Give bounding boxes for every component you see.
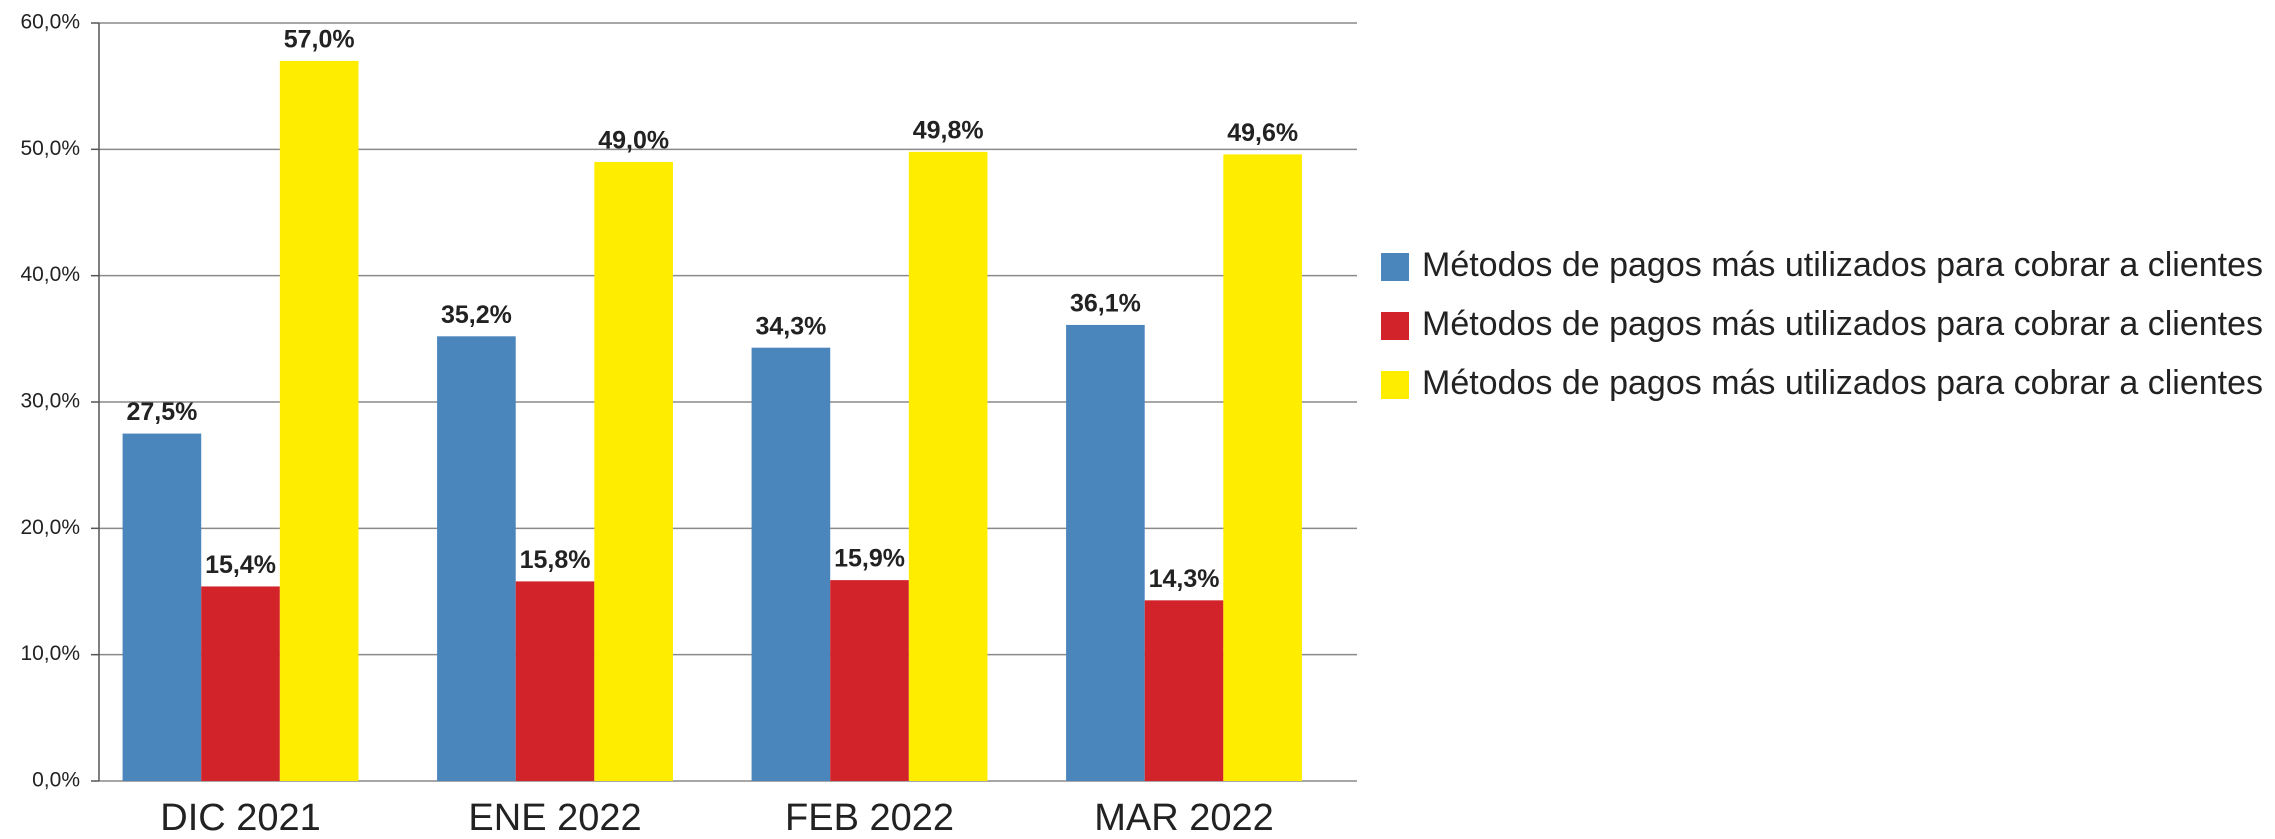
y-tick-label: 0,0% bbox=[32, 769, 80, 792]
x-tick-label: FEB 2022 bbox=[785, 797, 954, 839]
value-label: 15,8% bbox=[520, 546, 591, 574]
y-tick-label: 10,0% bbox=[20, 642, 80, 665]
y-tick-label: 50,0% bbox=[20, 137, 80, 160]
value-label: 34,3% bbox=[755, 312, 826, 340]
bar bbox=[1223, 154, 1302, 782]
value-label: 49,0% bbox=[598, 127, 669, 155]
value-label: 49,8% bbox=[913, 116, 984, 144]
legend-swatch bbox=[1381, 312, 1409, 340]
bar bbox=[437, 336, 516, 781]
value-label: 36,1% bbox=[1070, 290, 1141, 318]
bar bbox=[751, 347, 831, 781]
legend-swatch bbox=[1381, 253, 1409, 281]
bar bbox=[122, 433, 202, 781]
value-label: 27,5% bbox=[126, 398, 197, 426]
bar bbox=[279, 60, 359, 781]
value-label: 57,0% bbox=[284, 26, 355, 54]
legend-label: Métodos de pagos más utilizados para cob… bbox=[1422, 246, 2263, 284]
x-tick-label: DIC 2021 bbox=[160, 797, 321, 839]
bar bbox=[594, 161, 673, 781]
x-tick-label: ENE 2022 bbox=[468, 797, 641, 839]
bar bbox=[1144, 600, 1224, 781]
bar bbox=[1066, 324, 1145, 781]
value-label: 49,6% bbox=[1227, 119, 1298, 147]
y-tick-label: 20,0% bbox=[20, 516, 80, 539]
bar bbox=[201, 586, 280, 781]
legend-swatch bbox=[1381, 371, 1409, 399]
value-label: 15,9% bbox=[834, 545, 905, 573]
bar bbox=[908, 151, 988, 782]
legend-label: Métodos de pagos más utilizados para cob… bbox=[1422, 364, 2263, 402]
x-tick-label: MAR 2022 bbox=[1094, 797, 1274, 839]
y-tick-label: 30,0% bbox=[20, 390, 80, 413]
legend-label: Métodos de pagos más utilizados para cob… bbox=[1422, 305, 2263, 343]
value-label: 14,3% bbox=[1149, 565, 1220, 593]
value-label: 15,4% bbox=[205, 551, 276, 579]
bar bbox=[830, 580, 909, 781]
y-tick-label: 60,0% bbox=[20, 11, 80, 34]
bar bbox=[515, 581, 595, 781]
value-label: 35,2% bbox=[441, 301, 512, 329]
y-tick-label: 40,0% bbox=[20, 263, 80, 286]
